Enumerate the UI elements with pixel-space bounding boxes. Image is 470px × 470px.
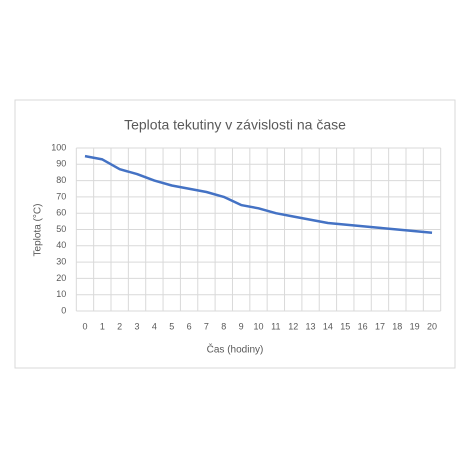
x-axis-title: Čas (hodiny) (207, 343, 264, 356)
x-tick-label: 0 (82, 321, 87, 331)
data-line (84, 154, 433, 235)
x-tick-label: 20 (427, 321, 437, 331)
x-tick-label: 8 (221, 321, 226, 331)
x-tick-label: 18 (392, 321, 402, 331)
x-tick-label: 13 (306, 321, 316, 331)
chart-title: Teplota tekutiny v závislosti na čase (124, 117, 346, 133)
x-tick-label: 7 (204, 321, 209, 331)
y-tick-label: 0 (61, 305, 66, 315)
y-tick-label: 100 (51, 142, 66, 152)
x-tick-label: 4 (152, 321, 157, 331)
x-tick-label: 5 (169, 321, 174, 331)
x-tick-label: 3 (135, 321, 140, 331)
x-tick-label: 1 (100, 321, 105, 331)
x-tick-label: 14 (323, 321, 333, 331)
x-tick-label: 6 (187, 321, 192, 331)
chart-frame (14, 99, 456, 369)
x-tick-label: 19 (410, 321, 420, 331)
x-tick-label: 10 (253, 321, 263, 331)
y-tick-label: 90 (56, 159, 66, 169)
x-tick-label: 17 (375, 321, 385, 331)
y-tick-label: 30 (56, 256, 66, 266)
y-tick-label: 50 (56, 224, 66, 234)
x-tick-label: 2 (117, 321, 122, 331)
y-tick-label: 10 (56, 289, 66, 299)
y-axis-title: Teplota (°C) (33, 204, 44, 257)
x-tick-label: 16 (358, 321, 368, 331)
x-tick-label: 9 (239, 321, 244, 331)
y-tick-label: 80 (56, 175, 66, 185)
x-tick-label: 15 (340, 321, 350, 331)
y-tick-label: 60 (56, 208, 66, 218)
y-tick-label: 40 (56, 240, 66, 250)
x-tick-label: 11 (271, 321, 280, 331)
y-tick-label: 70 (56, 191, 66, 201)
x-tick-label: 12 (288, 321, 298, 331)
y-tick-label: 20 (56, 273, 66, 283)
